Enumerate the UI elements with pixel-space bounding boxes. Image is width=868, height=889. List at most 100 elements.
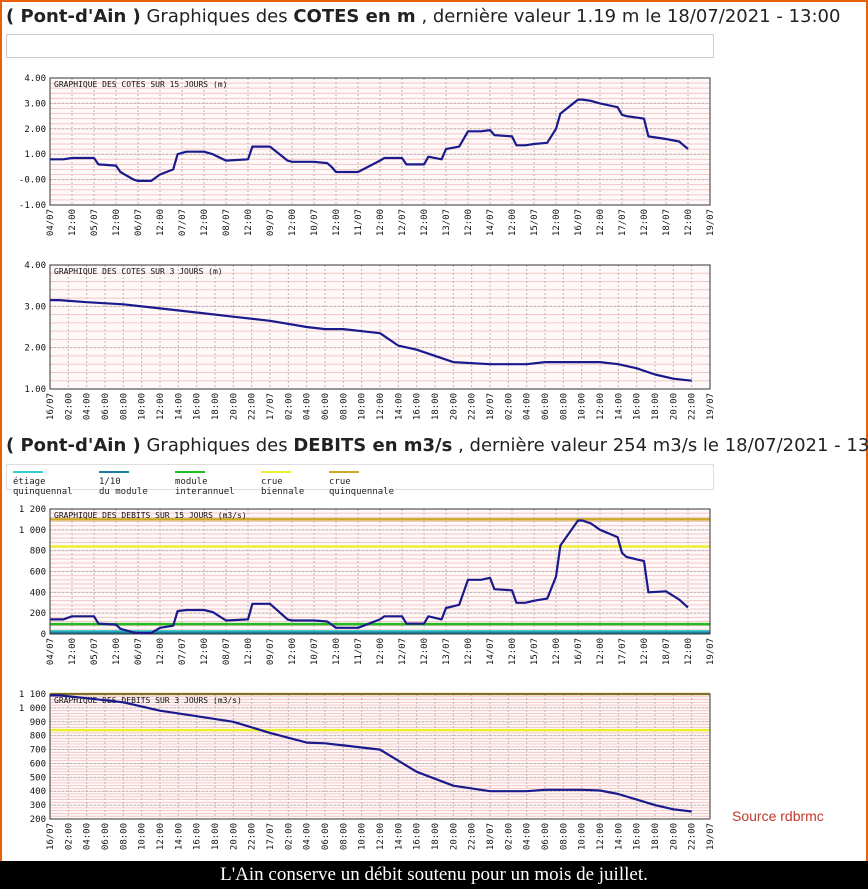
x-tick-label: 12:00	[464, 638, 474, 665]
series-line	[50, 299, 692, 382]
legend-swatch	[261, 470, 291, 473]
x-tick-label: 06:00	[541, 393, 551, 420]
heading-cotes-rest: , dernière valeur 1.19 m le 18/07/2021 -…	[421, 6, 841, 27]
y-tick-label: 600	[30, 759, 46, 769]
plot-frame	[49, 264, 711, 390]
x-tick-label: 18/07	[486, 823, 496, 850]
legend-swatch	[329, 470, 359, 473]
frame-right	[866, 0, 868, 889]
x-tick-label: 12:00	[508, 209, 518, 236]
frame-top	[0, 0, 868, 2]
x-tick-label: 02:00	[284, 823, 294, 850]
x-tick-label: 16/07	[46, 393, 56, 420]
legend-label-line1: 1/10	[99, 477, 121, 487]
legend-label-line1: étiage	[13, 477, 46, 487]
x-tick-label: 09/07	[266, 638, 276, 665]
legend-label-line2: du module	[99, 487, 148, 497]
x-tick-label: 08:00	[559, 823, 569, 850]
x-tick-label: 12:00	[420, 209, 430, 236]
heading-cotes-middle: Graphiques des	[146, 6, 288, 27]
x-tick-label: 18/07	[486, 393, 496, 420]
x-tick-label: 17/07	[266, 393, 276, 420]
heading-debits-place: ( Pont-d'Ain )	[6, 435, 141, 456]
y-tick-label: 1 200	[19, 505, 46, 515]
x-tick-label: 05/07	[90, 209, 100, 236]
series-line	[50, 98, 689, 182]
x-tick-label: 12:00	[596, 393, 606, 420]
y-tick-label: 200	[30, 609, 46, 619]
plot-frame	[49, 508, 711, 635]
y-tick-label: 700	[30, 746, 46, 756]
x-tick-label: 12:00	[376, 209, 386, 236]
y-tick-label: 4.00	[24, 74, 46, 84]
x-tick-label: 06:00	[541, 823, 551, 850]
x-tick-label: 12:00	[376, 393, 386, 420]
x-tick-label: 12:00	[596, 209, 606, 236]
x-tick-label: 16:00	[413, 393, 423, 420]
plot-area	[50, 694, 710, 819]
chart-debits-15-days: 0 200 400 600 800 1 000 1 200 04/07 12:00 05/07 12…	[19, 505, 716, 665]
x-tick-label: 06/07	[134, 638, 144, 665]
x-tick-label: 11/07	[354, 638, 364, 665]
x-tick-label: 12:00	[288, 209, 298, 236]
x-tick-label: 12:00	[596, 638, 606, 665]
x-tick-label: 04/07	[46, 209, 56, 236]
x-tick-label: 14:00	[174, 823, 184, 850]
x-tick-label: 06:00	[321, 823, 331, 850]
plot-area	[50, 78, 710, 205]
x-tick-label: 02:00	[504, 823, 514, 850]
x-tick-label: 17/07	[618, 209, 628, 236]
x-tick-label: 12:00	[156, 393, 166, 420]
x-tick-label: 17/07	[618, 638, 628, 665]
x-tick-label: 07/07	[178, 209, 188, 236]
x-tick-label: 02:00	[64, 393, 74, 420]
x-tick-label: 12:00	[112, 209, 122, 236]
y-tick-label: 400	[30, 787, 46, 797]
x-tick-label: 22:00	[248, 823, 258, 850]
y-tick-label: 2.00	[24, 125, 46, 135]
x-tick-label: 14/07	[486, 209, 496, 236]
x-tick-label: 12:00	[200, 209, 210, 236]
x-tick-label: 17/07	[266, 823, 276, 850]
y-tick-label: 200	[30, 815, 46, 825]
legend-swatch	[13, 470, 43, 473]
chart-title: GRAPHIQUE DES DEBITS SUR 3 JOURS (m3/s)	[54, 696, 242, 705]
x-tick-label: 16:00	[633, 393, 643, 420]
x-tick-label: 12:00	[156, 638, 166, 665]
x-tick-label: 12:00	[596, 823, 606, 850]
x-tick-label: 20:00	[229, 823, 239, 850]
x-tick-label: 12:00	[112, 638, 122, 665]
x-tick-label: 10/07	[310, 638, 320, 665]
x-tick-label: 20:00	[669, 393, 679, 420]
x-tick-label: 04/07	[46, 638, 56, 665]
x-tick-label: 12:00	[508, 638, 518, 665]
heading-debits-middle: Graphiques des	[146, 435, 288, 456]
x-tick-label: 04:00	[523, 393, 533, 420]
plot-frame	[49, 693, 711, 820]
x-tick-label: 18:00	[431, 393, 441, 420]
x-tick-label: 12:00	[552, 638, 562, 665]
x-tick-label: 12:00	[684, 638, 694, 665]
legend-label-line1: module	[175, 477, 208, 487]
legend-label-line2: biennale	[261, 487, 305, 497]
x-tick-label: 18/07	[662, 209, 672, 236]
x-tick-label: 16:00	[633, 823, 643, 850]
x-tick-label: 19/07	[706, 393, 716, 420]
x-tick-label: 12:00	[288, 638, 298, 665]
y-tick-label: -0.00	[19, 176, 46, 186]
x-tick-label: 10:00	[138, 823, 148, 850]
x-tick-label: 14:00	[394, 393, 404, 420]
heading-debits-measure: DEBITS en m3/s	[293, 435, 453, 456]
x-tick-label: 12:00	[68, 209, 78, 236]
x-tick-label: 12:00	[464, 209, 474, 236]
x-tick-label: 06:00	[101, 823, 111, 850]
frame-left	[0, 0, 2, 889]
x-tick-label: 08:00	[559, 393, 569, 420]
x-tick-label: 12/07	[398, 638, 408, 665]
source-credit: Source rdbrmc	[732, 808, 824, 824]
heading-debits-rest: , dernière valeur 254 m3/s le 18/07/2021…	[458, 435, 868, 456]
chart-cotes-15-days: -1.00 -0.00 1.00 2.00 3.00 4.00 04/07 12:00 05/0…	[19, 74, 716, 236]
y-tick-label: 500	[30, 773, 46, 783]
x-tick-label: 10:00	[578, 823, 588, 850]
x-tick-label: 12:00	[200, 638, 210, 665]
